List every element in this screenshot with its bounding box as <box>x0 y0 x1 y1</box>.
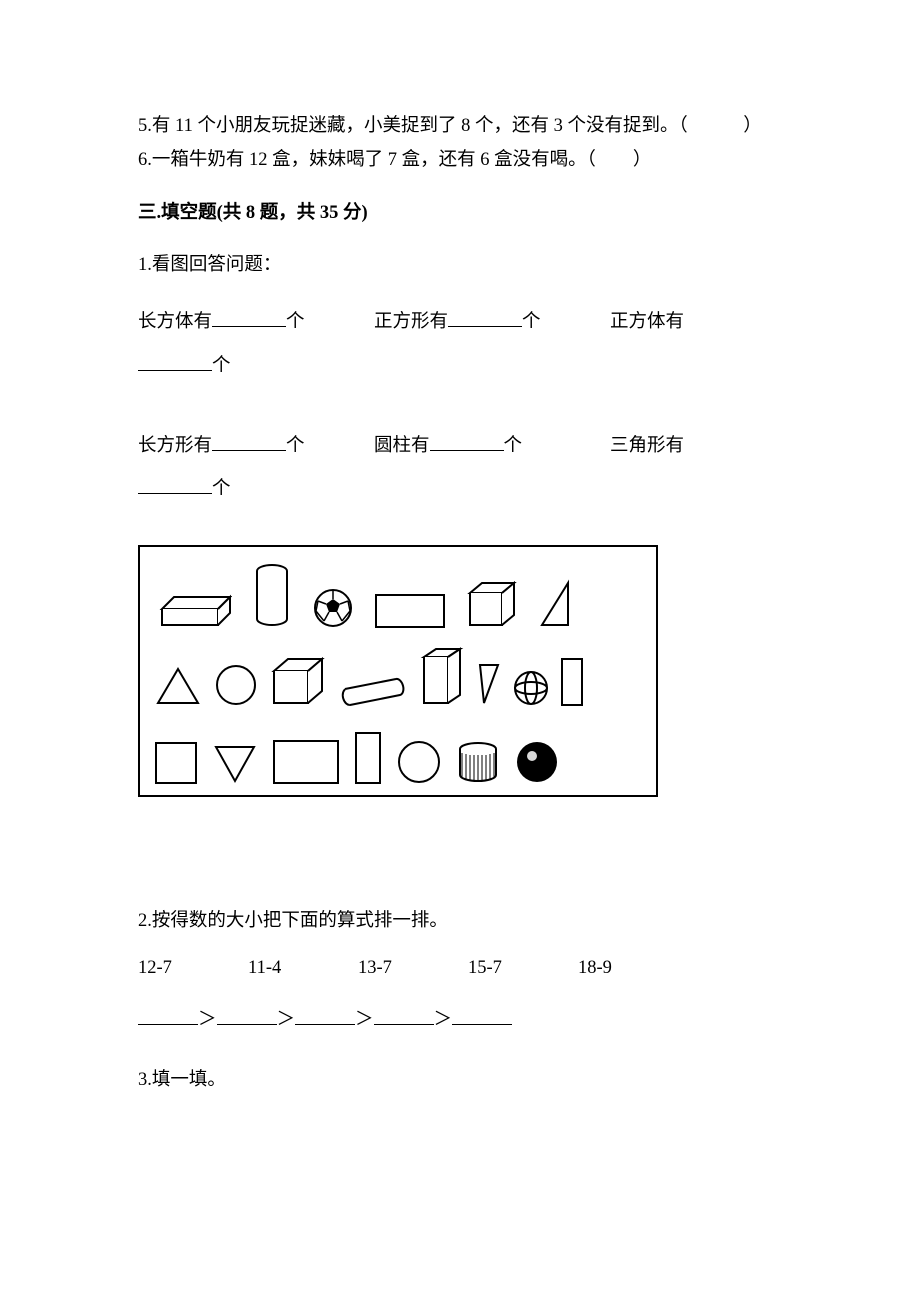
square-icon <box>154 741 198 785</box>
judgement-q6: 6.一箱牛奶有 12 盒，妹妹喝了 7 盒，还有 6 盒没有喝。（ ） <box>138 146 782 176</box>
blank-field[interactable] <box>212 432 286 451</box>
q1-cube-continuation: 个 <box>138 352 782 382</box>
soccer-ball-icon <box>312 587 354 629</box>
blank-field[interactable] <box>295 1006 355 1025</box>
judgement-q5-text: 5.有 11 个小朋友玩捉迷藏，小美捉到了 8 个，还有 3 个没有捉到。（ ） <box>138 116 762 136</box>
q1-cylinder-count: 圆柱有个 <box>374 432 610 462</box>
triangle-icon <box>154 665 202 707</box>
blank-field[interactable] <box>430 432 504 451</box>
shape-row-2 <box>154 637 642 707</box>
blank-field[interactable] <box>452 1006 512 1025</box>
q2-expr-1: 12-7 <box>138 954 248 984</box>
shape-row-1 <box>154 559 642 629</box>
q1-cuboid-count: 长方体有个 <box>138 308 374 338</box>
blank-field[interactable] <box>138 352 212 371</box>
sphere-solid-icon <box>514 739 560 785</box>
blank-field[interactable] <box>212 309 286 328</box>
cylinder-tall-icon <box>252 563 292 629</box>
shapes-diagram <box>138 545 658 797</box>
q1-cube-count: 正方体有 <box>610 308 684 338</box>
circle-icon <box>214 663 258 707</box>
rect-tall2-icon <box>354 731 382 785</box>
sphere-wire-icon <box>512 669 550 707</box>
blank-field[interactable] <box>217 1006 277 1025</box>
q2-expressions: 12-7 11-4 13-7 15-7 18-9 <box>138 954 782 984</box>
rect-tall-icon <box>560 657 584 707</box>
judgement-q6-text: 6.一箱牛奶有 12 盒，妹妹喝了 7 盒，还有 6 盒没有喝。（ ） <box>138 150 651 170</box>
judgement-q5: 5.有 11 个小朋友玩捉迷藏，小美捉到了 8 个，还有 3 个没有捉到。（ ） <box>138 112 782 142</box>
q2-inequality-row: ＞＞＞＞ <box>138 1006 782 1036</box>
right-triangle-icon <box>538 579 572 629</box>
cube-icon <box>466 579 518 629</box>
q2-expr-3: 13-7 <box>358 954 468 984</box>
cuboid-flat-icon <box>154 591 232 629</box>
blank-field[interactable] <box>138 1006 198 1025</box>
shape-row-3 <box>154 715 642 785</box>
q1-row-2: 长方形有个 圆柱有个 三角形有 <box>138 432 782 462</box>
triangle-skinny-icon <box>476 661 502 707</box>
cuboid-open-icon <box>270 655 326 707</box>
q1-stem: 1.看图回答问题： <box>138 251 782 281</box>
section-3-heading: 三.填空题(共 8 题，共 35 分) <box>138 199 782 229</box>
blank-field[interactable] <box>138 476 212 495</box>
circle2-icon <box>396 739 442 785</box>
q2-expr-5: 18-9 <box>578 954 688 984</box>
cuboid-tall-icon <box>420 645 464 707</box>
q1-square-count: 正方形有个 <box>374 308 610 338</box>
blank-field[interactable] <box>374 1006 434 1025</box>
blank-field[interactable] <box>448 309 522 328</box>
q1-triangle-count: 三角形有 <box>610 432 684 462</box>
q2-stem: 2.按得数的大小把下面的算式排一排。 <box>138 907 782 937</box>
cylinder-lying-icon <box>338 677 408 707</box>
q2-expr-2: 11-4 <box>248 954 358 984</box>
cylinder-short-icon <box>456 741 500 785</box>
rectangle-wide-icon <box>272 739 340 785</box>
q1-row-1: 长方体有个 正方形有个 正方体有 <box>138 308 782 338</box>
q2-expr-4: 15-7 <box>468 954 578 984</box>
q1-triangle-continuation: 个 <box>138 475 782 505</box>
rectangle-icon <box>374 593 446 629</box>
triangle-down-icon <box>212 743 258 785</box>
q3-stem: 3.填一填。 <box>138 1066 782 1096</box>
q1-rect-count: 长方形有个 <box>138 432 374 462</box>
